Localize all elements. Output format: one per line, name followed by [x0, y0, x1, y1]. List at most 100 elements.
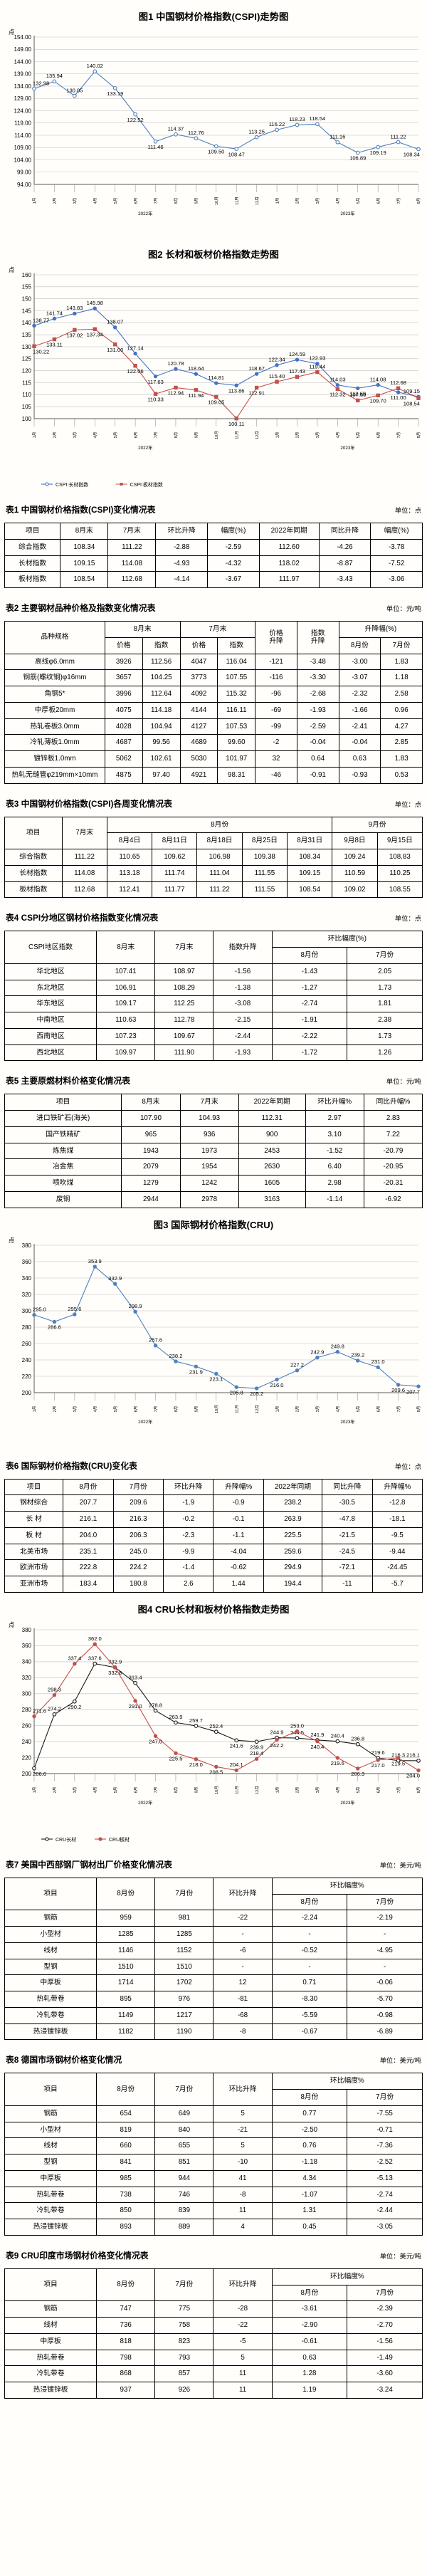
svg-text:160: 160	[22, 272, 32, 278]
svg-text:122.52: 122.52	[127, 117, 143, 123]
svg-text:137.02: 137.02	[66, 333, 83, 339]
svg-text:380: 380	[22, 1242, 32, 1248]
svg-text:8月: 8月	[174, 432, 179, 439]
svg-text:149.00: 149.00	[14, 46, 32, 53]
svg-text:118.54: 118.54	[310, 115, 326, 122]
svg-text:223.1: 223.1	[209, 1376, 223, 1382]
svg-text:6月: 6月	[133, 432, 138, 439]
svg-text:263.9: 263.9	[169, 1714, 182, 1720]
svg-text:4月: 4月	[93, 432, 97, 439]
svg-text:1月: 1月	[275, 1786, 280, 1793]
svg-text:134.00: 134.00	[14, 83, 32, 90]
svg-text:111.22: 111.22	[391, 133, 406, 140]
svg-text:5月: 5月	[113, 198, 118, 204]
svg-text:4月: 4月	[336, 1405, 341, 1412]
svg-text:155: 155	[22, 284, 32, 290]
svg-text:320: 320	[22, 1291, 32, 1297]
svg-text:5月: 5月	[113, 1405, 118, 1412]
svg-text:115.40: 115.40	[269, 373, 285, 379]
svg-text:1月: 1月	[275, 198, 280, 204]
svg-text:274.2: 274.2	[48, 1705, 61, 1712]
svg-text:113.86: 113.86	[228, 388, 245, 394]
svg-text:5月: 5月	[356, 432, 361, 439]
svg-text:132.98: 132.98	[33, 80, 49, 86]
svg-text:295.0: 295.0	[33, 1306, 46, 1312]
svg-text:3月: 3月	[315, 432, 320, 439]
svg-text:259.7: 259.7	[189, 1717, 203, 1724]
svg-text:130.05: 130.05	[66, 87, 83, 93]
svg-text:219.6: 219.6	[331, 1760, 344, 1766]
svg-text:7月: 7月	[154, 198, 159, 204]
svg-text:219.5: 219.5	[391, 1760, 405, 1766]
svg-text:11月: 11月	[234, 1405, 239, 1413]
svg-text:260: 260	[22, 1340, 32, 1346]
svg-text:6月: 6月	[376, 1405, 381, 1412]
svg-text:1月: 1月	[32, 1786, 37, 1793]
svg-text:12月: 12月	[255, 1405, 260, 1413]
svg-text:5月: 5月	[113, 432, 118, 439]
svg-text:130: 130	[22, 344, 32, 350]
svg-text:290.2: 290.2	[68, 1704, 81, 1710]
svg-text:120: 120	[22, 367, 32, 374]
svg-text:118.67: 118.67	[248, 365, 265, 372]
svg-text:3月: 3月	[73, 1786, 78, 1793]
svg-text:114.00: 114.00	[14, 132, 31, 139]
svg-text:2022年: 2022年	[138, 1418, 152, 1425]
svg-text:2022年: 2022年	[138, 210, 152, 216]
svg-text:300: 300	[22, 1690, 32, 1697]
svg-text:117.63: 117.63	[147, 379, 164, 385]
svg-text:340: 340	[22, 1658, 32, 1665]
svg-text:139.00: 139.00	[14, 71, 32, 78]
svg-text:112.68: 112.68	[390, 379, 406, 386]
svg-text:125: 125	[22, 356, 32, 362]
svg-text:218.0: 218.0	[189, 1761, 203, 1768]
svg-text:200: 200	[22, 1771, 32, 1777]
svg-text:143.83: 143.83	[66, 305, 83, 311]
svg-text:3月: 3月	[315, 1405, 320, 1412]
svg-text:206.6: 206.6	[33, 1771, 46, 1777]
svg-text:280: 280	[22, 1707, 32, 1713]
svg-text:240: 240	[22, 1356, 32, 1363]
svg-text:8月: 8月	[174, 1786, 179, 1793]
svg-text:4月: 4月	[336, 432, 341, 439]
svg-text:112.32: 112.32	[330, 392, 346, 398]
svg-text:118.23: 118.23	[289, 116, 305, 122]
svg-text:3月: 3月	[315, 198, 320, 204]
svg-text:278.8: 278.8	[149, 1702, 162, 1708]
svg-text:1月: 1月	[32, 1405, 37, 1412]
svg-text:4月: 4月	[336, 1786, 341, 1793]
svg-text:3月: 3月	[73, 432, 78, 439]
svg-text:10月: 10月	[214, 431, 219, 439]
svg-text:253.0: 253.0	[290, 1722, 304, 1729]
svg-text:9月: 9月	[194, 1405, 199, 1412]
svg-text:252.4: 252.4	[209, 1723, 223, 1729]
svg-text:120.78: 120.78	[167, 360, 184, 367]
svg-text:242.2: 242.2	[270, 1742, 284, 1749]
svg-text:247.0: 247.0	[149, 1738, 162, 1744]
svg-text:4月: 4月	[93, 1786, 97, 1793]
svg-text:2月: 2月	[53, 1786, 58, 1793]
svg-text:240.4: 240.4	[310, 1744, 324, 1750]
svg-text:111.16: 111.16	[330, 134, 345, 140]
svg-text:5月: 5月	[356, 1405, 361, 1412]
svg-text:7月: 7月	[396, 432, 401, 439]
svg-text:8月: 8月	[174, 198, 179, 204]
svg-text:CSPI:长材指数: CSPI:长材指数	[56, 481, 88, 488]
svg-text:12月: 12月	[255, 431, 260, 439]
svg-text:100: 100	[22, 416, 32, 422]
svg-text:12月: 12月	[255, 197, 260, 205]
svg-text:115: 115	[22, 379, 31, 386]
svg-text:362.0: 362.0	[88, 1635, 102, 1642]
svg-text:2月: 2月	[295, 432, 300, 439]
svg-text:点: 点	[9, 1621, 15, 1628]
svg-text:124.59: 124.59	[289, 351, 305, 357]
svg-text:122.06: 122.06	[127, 368, 143, 375]
svg-text:231.9: 231.9	[189, 1368, 203, 1375]
svg-text:135.94: 135.94	[46, 73, 63, 79]
svg-text:9月: 9月	[194, 432, 199, 439]
svg-text:122.34: 122.34	[268, 357, 285, 363]
svg-text:220: 220	[22, 1754, 32, 1761]
svg-text:112.94: 112.94	[168, 390, 184, 397]
svg-text:99.00: 99.00	[17, 169, 32, 176]
svg-text:129.00: 129.00	[14, 95, 32, 102]
